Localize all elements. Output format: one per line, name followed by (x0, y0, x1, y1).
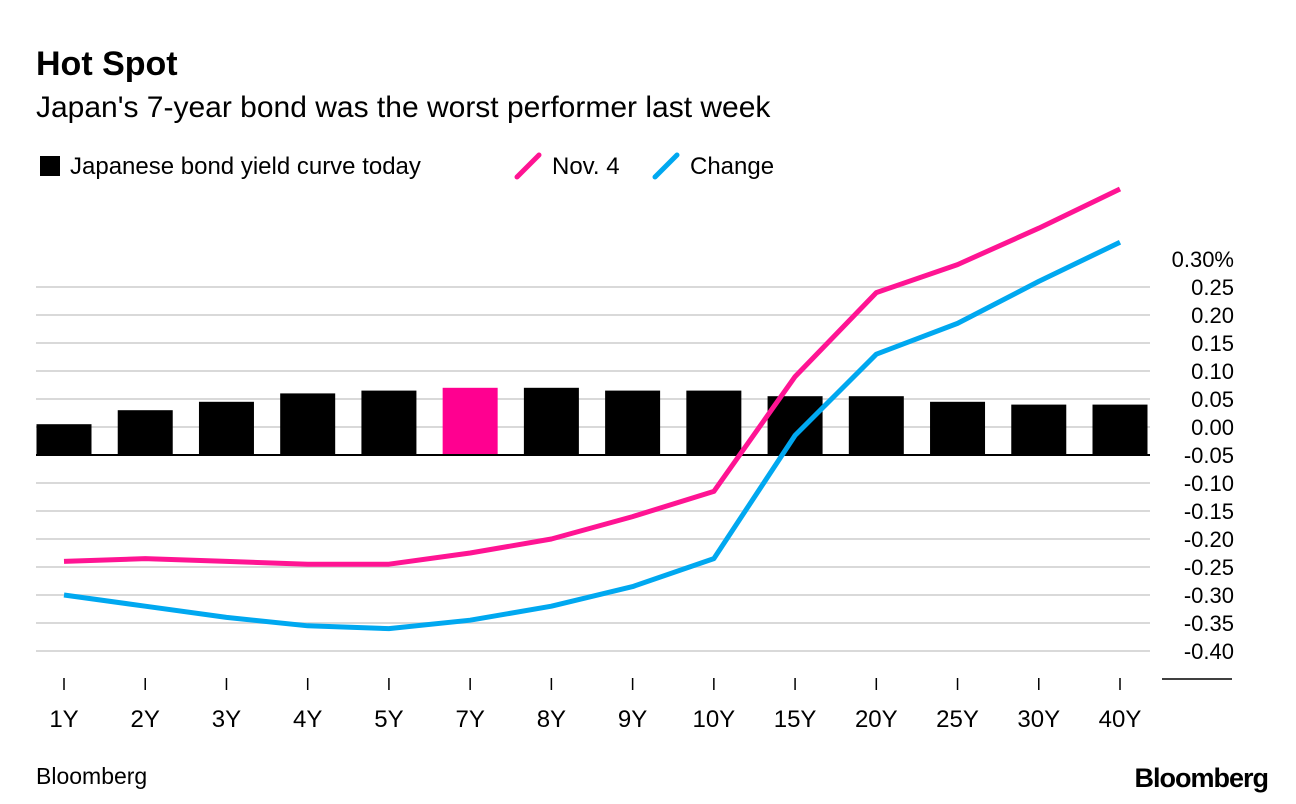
bar (117, 410, 173, 455)
bar (605, 390, 661, 455)
bar (361, 390, 417, 455)
y-tick-label: -0.20 (1184, 527, 1234, 552)
y-tick-label: 0.05 (1191, 387, 1234, 412)
logo: Bloomberg (1134, 763, 1268, 793)
x-tick-label: 4Y (293, 706, 322, 733)
line (63, 186, 1122, 567)
bar (36, 424, 92, 455)
legend-swatch (514, 152, 542, 180)
y-tick-label: -0.05 (1184, 443, 1234, 468)
legend-label: Japanese bond yield curve today (70, 153, 421, 180)
y-tick-label: 0.25 (1191, 275, 1234, 300)
x-tick-label: 5Y (374, 706, 403, 733)
y-tick-label: -0.10 (1184, 471, 1234, 496)
bar (523, 387, 579, 455)
bar (198, 401, 254, 455)
y-tick-label: -0.25 (1184, 555, 1234, 580)
line (63, 239, 1122, 632)
x-tick-label: 8Y (537, 706, 566, 733)
x-tick-label: 3Y (212, 706, 241, 733)
x-tick-label: 10Y (692, 706, 735, 733)
x-tick-label: 9Y (618, 706, 647, 733)
y-tick-label: 0.00 (1191, 415, 1234, 440)
y-tick-label: 0.15 (1191, 331, 1234, 356)
y-tick-label: -0.15 (1184, 499, 1234, 524)
legend-swatch (652, 152, 680, 180)
x-tick-label: 20Y (855, 706, 898, 733)
chart-title: Hot Spot (36, 45, 178, 83)
source: Bloomberg (36, 763, 147, 789)
bar (686, 390, 742, 455)
x-tick-label: 30Y (1017, 706, 1060, 733)
bar (442, 387, 498, 455)
y-tick-label: 0.20 (1191, 303, 1234, 328)
x-tick-label: 15Y (774, 706, 817, 733)
bar (1092, 404, 1148, 455)
x-tick-label: 40Y (1099, 706, 1142, 733)
y-tick-label: -0.40 (1184, 639, 1234, 664)
x-tick-label: 25Y (936, 706, 979, 733)
bar (848, 396, 904, 455)
bar (930, 401, 986, 455)
y-tick-label: -0.30 (1184, 583, 1234, 608)
legend-label: Change (690, 153, 774, 180)
x-tick-label: 2Y (131, 706, 160, 733)
chart-subtitle: Japan's 7-year bond was the worst perfor… (36, 91, 771, 124)
y-tick-label: 0.10 (1191, 359, 1234, 384)
y-tick-label: -0.35 (1184, 611, 1234, 636)
legend-label: Nov. 4 (552, 153, 620, 180)
bar (1011, 404, 1067, 455)
x-tick-label: 1Y (49, 706, 78, 733)
legend-swatch (40, 156, 60, 176)
x-tick-label: 7Y (455, 706, 484, 733)
bar (280, 393, 336, 455)
y-tick-label: 0.30% (1172, 247, 1234, 272)
